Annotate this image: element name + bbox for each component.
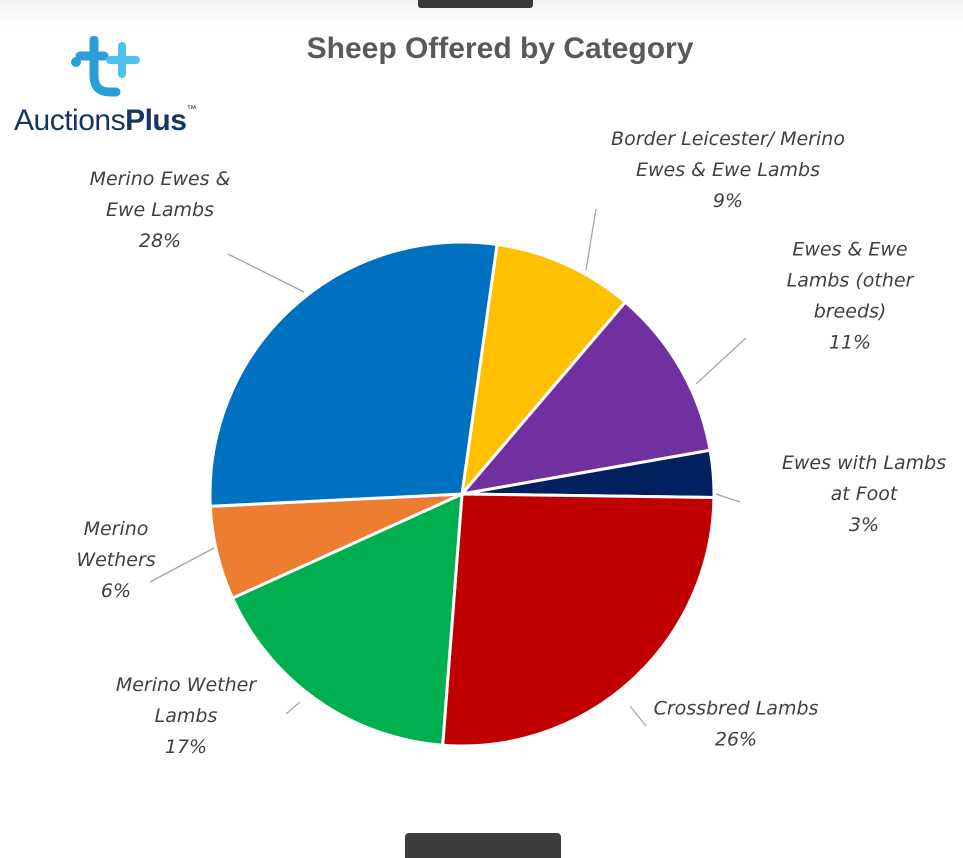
logo-word-light: Auctions [14,104,126,137]
bottom-tab-stub[interactable] [405,833,561,858]
data-label-1: Border Leicester/ Merino Ewes & Ewe Lambs… [611,128,845,212]
leader-line-2 [695,337,747,385]
leader-line-6 [149,547,215,583]
logo-word-bold: Plus [125,104,187,137]
leader-line-7 [227,253,305,293]
data-label-5: Merino Wether Lambs 17% [116,674,258,758]
pie-slice-5 [230,491,464,747]
top-tab-stub[interactable] [418,0,533,8]
pie-slice-1 [459,242,628,499]
data-label-7: Merino Ewes & Ewe Lambs 28% [90,168,231,252]
data-label-4: Crossbred Lambs 26% [654,698,819,751]
logo-mark-icon [71,35,140,97]
logo-wordmark: AuctionsPlus™ [14,104,196,138]
leader-line-3 [715,493,741,503]
auctionsplus-logo: AuctionsPlus™ [10,35,215,146]
pie-slice-4 [441,492,716,748]
leader-line-1 [585,208,597,271]
chart-title: Sheep Offered by Category [306,32,694,65]
leader-line-4 [629,705,647,727]
data-label-3: Ewes with Lambs at Foot 3% [782,452,946,536]
logo-trademark: ™ [186,104,196,115]
data-label-6: Merino Wethers 6% [76,518,155,602]
pie-slice-7 [208,240,499,508]
data-label-2: Ewes & Ewe Lambs (other breeds) 11% [787,239,915,354]
leader-line-5 [285,701,301,715]
pie-slice-2 [458,299,712,497]
